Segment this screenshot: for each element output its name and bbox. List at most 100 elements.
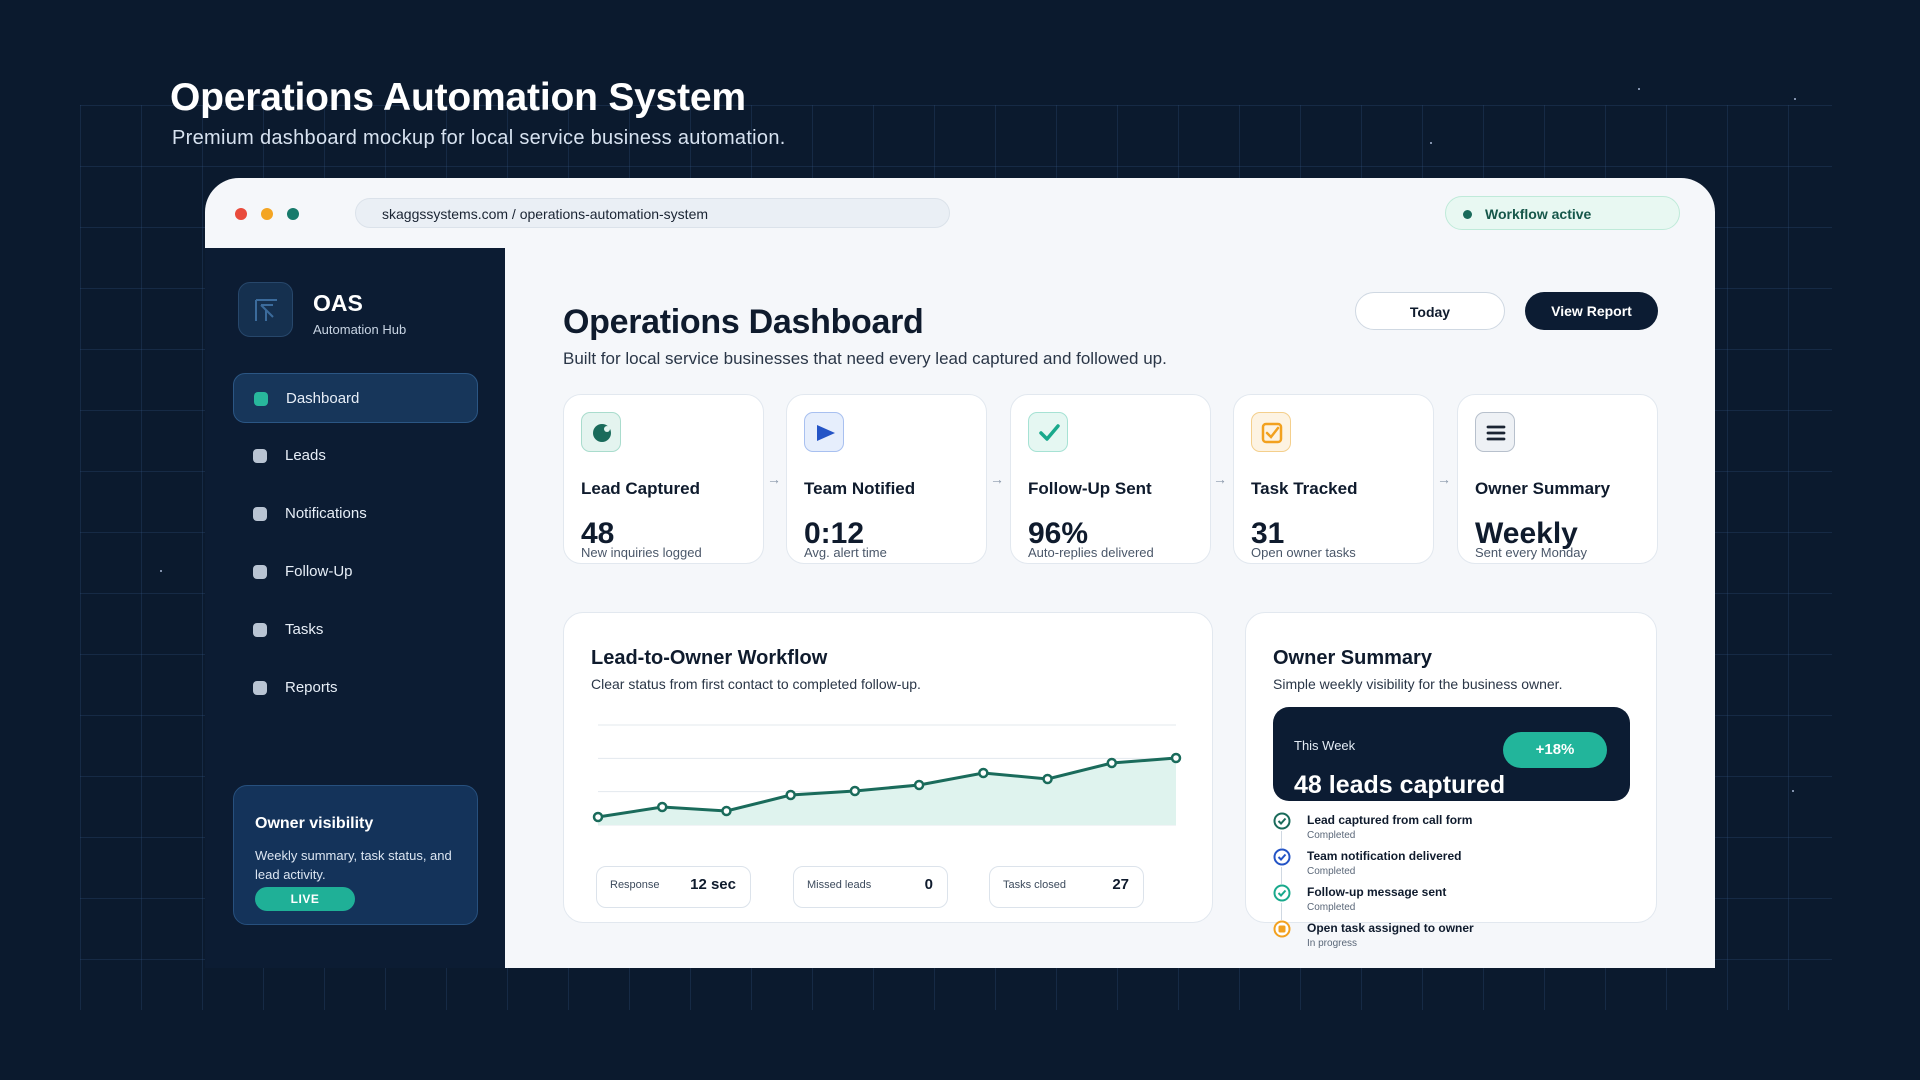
chart-point — [592, 811, 604, 823]
metric-value: 0 — [924, 876, 933, 893]
stat-label: Team Notified — [804, 479, 916, 498]
stat-value: 31 — [1251, 517, 1285, 550]
page-subtitle: Built for local service businesses that … — [563, 349, 1167, 368]
panel-subtitle: Simple weekly visibility for the busines… — [1273, 676, 1563, 692]
owner-summary-panel: Owner Summary Simple weekly visibility f… — [1245, 612, 1657, 949]
timeline-status: Completed — [1307, 866, 1356, 877]
trend-chart — [592, 724, 1182, 826]
metric-label: Response — [610, 879, 660, 891]
sidebar-item-tasks[interactable]: Tasks — [233, 605, 478, 655]
chart-point — [1106, 757, 1118, 769]
timeline-status: Completed — [1307, 830, 1356, 841]
stat-note: Auto-replies delivered — [1028, 545, 1154, 560]
nav-bullet-icon — [253, 681, 267, 695]
chart-point — [1170, 752, 1182, 764]
checkbox-icon — [1251, 412, 1291, 452]
chart-point — [721, 805, 732, 817]
metric-value: 12 sec — [690, 876, 736, 893]
stat-card-task-tracked[interactable]: Task Tracked 31 Open owner tasks — [1233, 394, 1434, 564]
hero-subtitle: Premium dashboard mockup for local servi… — [172, 127, 786, 149]
logo-icon — [238, 282, 293, 337]
browser-toolbar: skaggssystems.com / operations-automatio… — [205, 178, 1715, 248]
metric-label: Missed leads — [807, 879, 872, 891]
sidebar-item-reports[interactable]: Reports — [233, 663, 478, 713]
stat-card-lead-captured[interactable]: Lead Captured 48 New inquiries logged — [563, 394, 764, 564]
chart-point — [913, 779, 925, 791]
owner-visibility-card: Owner visibility Weekly summary, task st… — [233, 785, 478, 925]
menu-icon — [1475, 412, 1515, 452]
stat-card-follow-up-sent[interactable]: Follow-Up Sent 96% Auto-replies delivere… — [1010, 394, 1211, 564]
capture-icon — [581, 412, 621, 452]
live-badge: LIVE — [255, 887, 355, 911]
panel-subtitle: Clear status from first contact to compl… — [591, 676, 921, 692]
today-button[interactable]: Today — [1355, 292, 1505, 330]
timeline-connector — [1281, 867, 1282, 884]
in-progress-icon — [1273, 920, 1291, 938]
status-dot-icon — [1463, 210, 1472, 219]
timeline-connector — [1281, 831, 1282, 848]
stat-label: Task Tracked — [1251, 479, 1358, 498]
metric-value: 27 — [1112, 876, 1129, 893]
brand-name: OAS — [313, 290, 363, 316]
browser-window: skaggssystems.com / operations-automatio… — [205, 178, 1715, 968]
timeline-text: Lead captured from call form — [1307, 813, 1473, 827]
chart-point — [978, 767, 989, 779]
stat-value: Weekly — [1475, 517, 1578, 550]
chart-point — [656, 801, 668, 813]
stat-label: Owner Summary — [1475, 479, 1611, 498]
stat-card-owner-summary[interactable]: Owner Summary Weekly Sent every Monday — [1457, 394, 1658, 564]
panel-title: Owner Summary — [1273, 647, 1432, 669]
sidebar-item-dashboard[interactable]: Dashboard — [233, 373, 478, 423]
stat-note: Open owner tasks — [1251, 545, 1356, 560]
maximize-window-button[interactable] — [287, 208, 299, 220]
timeline-status: In progress — [1307, 938, 1358, 949]
sidebar-item-label: Notifications — [285, 505, 367, 522]
star — [1430, 142, 1432, 144]
arrow-right-icon: → — [990, 471, 1004, 487]
stat-label: Lead Captured — [581, 479, 701, 498]
page-title: Operations Dashboard — [563, 303, 924, 341]
nav-bullet-icon — [254, 392, 268, 406]
workflow-status-pill: Workflow active — [1445, 196, 1680, 230]
sidebar-item-leads[interactable]: Leads — [233, 431, 478, 481]
star — [1792, 790, 1794, 792]
close-window-button[interactable] — [235, 208, 247, 220]
timeline-item: Open task assigned to owner In progress — [1273, 920, 1630, 956]
stat-note: Sent every Monday — [1475, 545, 1588, 560]
timeline-text: Team notification delivered — [1307, 849, 1462, 863]
workflow-status-label: Workflow active — [1485, 206, 1592, 222]
sidebar-item-notifications[interactable]: Notifications — [233, 489, 478, 539]
send-icon — [804, 412, 844, 452]
minimize-window-button[interactable] — [261, 208, 273, 220]
timeline-text: Follow-up message sent — [1307, 885, 1447, 899]
week-label: This Week — [1294, 738, 1356, 753]
view-report-button[interactable]: View Report — [1525, 292, 1658, 330]
sidebar-item-follow-up[interactable]: Follow-Up — [233, 547, 478, 597]
metric-tasks-closed: Tasks closed 27 — [989, 866, 1144, 908]
panel-title: Lead-to-Owner Workflow — [591, 647, 828, 669]
arrow-right-icon: → — [1437, 471, 1451, 487]
check-circle-icon — [1273, 812, 1291, 830]
sidebar-item-label: Dashboard — [286, 390, 360, 407]
sidebar-item-label: Leads — [285, 447, 326, 464]
owner-card-title: Owner visibility — [255, 815, 374, 832]
timeline-item: Follow-up message sent Completed — [1273, 884, 1630, 920]
stat-card-team-notified[interactable]: Team Notified 0:12 Avg. alert time — [786, 394, 987, 564]
stat-note: Avg. alert time — [804, 545, 887, 560]
timeline-connector — [1281, 903, 1282, 920]
owner-card-text: Weekly summary, task status, and lead ac… — [255, 848, 452, 882]
this-week-card: This Week 48 leads captured +18% — [1273, 707, 1630, 801]
week-value: 48 leads captured — [1294, 771, 1506, 799]
brand-tagline: Automation Hub — [313, 322, 407, 337]
main-content: Operations Dashboard Built for local ser… — [505, 248, 1715, 968]
stat-value: 96% — [1028, 517, 1089, 550]
star — [1794, 98, 1796, 100]
timeline-text: Open task assigned to owner — [1307, 921, 1474, 935]
star — [160, 570, 162, 572]
chart-point — [1042, 773, 1053, 785]
stat-label: Follow-Up Sent — [1028, 479, 1152, 498]
url-bar[interactable]: skaggssystems.com / operations-automatio… — [355, 198, 950, 228]
nav-bullet-icon — [253, 565, 267, 579]
stat-value: 0:12 — [804, 517, 865, 550]
metric-response: Response 12 sec — [596, 866, 751, 908]
